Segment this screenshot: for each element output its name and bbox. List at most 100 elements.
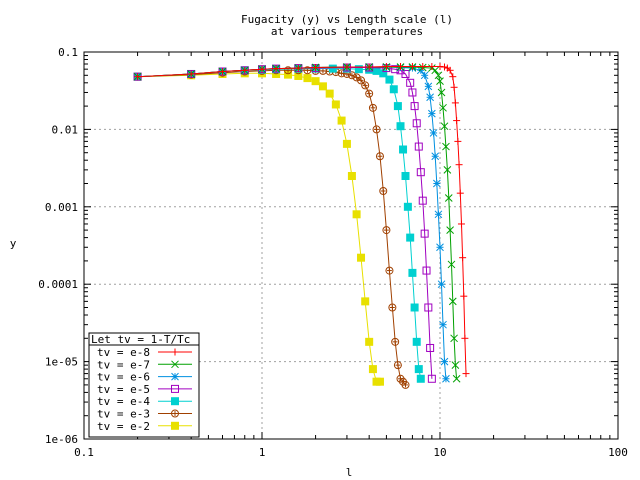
series-tv-e-8 — [134, 62, 470, 378]
data-point — [443, 166, 452, 174]
legend-label: tv = e-2 — [97, 420, 150, 433]
data-point — [391, 337, 400, 346]
data-point — [401, 69, 410, 78]
data-point — [357, 76, 366, 85]
data-point — [372, 66, 381, 75]
data-point — [457, 220, 465, 228]
data-point — [426, 93, 434, 102]
x-tick-label: 0.1 — [74, 446, 94, 459]
x-tick-label: 100 — [608, 446, 628, 459]
data-point — [357, 253, 366, 262]
data-point — [337, 116, 346, 125]
data-point — [439, 320, 447, 329]
legend-entry: tv = e-2 — [97, 420, 192, 433]
data-point — [410, 303, 419, 312]
data-point — [219, 67, 227, 75]
data-point — [431, 152, 440, 161]
data-point — [442, 374, 450, 383]
legend-entry: tv = e-8 — [97, 346, 192, 359]
data-point — [272, 65, 280, 73]
data-point — [361, 81, 370, 90]
y-tick-label: 0.01 — [52, 123, 79, 136]
data-point — [399, 145, 408, 154]
data-point — [419, 62, 427, 70]
data-point — [365, 89, 374, 98]
data-point — [446, 66, 454, 74]
data-point — [437, 280, 446, 289]
data-point — [303, 74, 312, 83]
data-point — [393, 361, 402, 370]
legend-marker — [171, 360, 179, 369]
legend-marker — [171, 409, 179, 418]
legend-entry: tv = e-3 — [97, 408, 192, 421]
data-point — [431, 66, 440, 75]
data-point — [312, 64, 320, 72]
y-axis-label: y — [10, 237, 17, 250]
legend-label: tv = e-4 — [97, 395, 150, 408]
data-point — [427, 374, 436, 383]
data-point — [408, 62, 416, 70]
legend: Let tv = 1-T/Tc tv = e-8tv = e-7tv = e-6… — [88, 332, 200, 438]
data-point — [393, 102, 402, 111]
data-point — [450, 83, 458, 91]
legend-label: tv = e-7 — [97, 358, 150, 371]
grid — [84, 52, 618, 439]
data-point — [432, 179, 441, 188]
data-point — [331, 100, 340, 109]
legend-marker — [171, 397, 179, 406]
series-line — [137, 66, 467, 374]
data-point — [389, 85, 398, 94]
y-tick-label: 0.1 — [58, 46, 78, 59]
data-point — [416, 168, 425, 177]
data-point — [342, 139, 351, 148]
y-tick-label: 0.001 — [45, 201, 78, 214]
data-point — [450, 334, 458, 343]
data-point — [448, 297, 457, 306]
data-point — [453, 117, 461, 125]
data-point — [410, 102, 419, 111]
data-point — [403, 202, 412, 211]
data-point — [294, 64, 302, 72]
data-point — [382, 62, 390, 70]
y-tick-label: 0.0001 — [38, 278, 78, 291]
data-point — [382, 226, 391, 235]
data-point — [434, 71, 443, 80]
data-point — [440, 357, 449, 366]
data-point — [416, 66, 425, 75]
axes: 0.1 1 10 100 0.1 0.01 0.001 0.0001 1e-05 1e-06 — [38, 46, 628, 459]
data-point — [462, 370, 470, 378]
plot-frame — [83, 51, 619, 440]
data-point — [414, 365, 423, 374]
data-point — [385, 75, 394, 84]
data-point — [442, 142, 450, 151]
data-point — [461, 334, 469, 342]
data-point — [325, 89, 334, 98]
data-point — [328, 64, 337, 73]
data-point — [420, 229, 429, 238]
data-point — [343, 63, 351, 71]
data-point — [439, 103, 447, 112]
data-point — [385, 266, 394, 275]
data-point — [368, 365, 377, 374]
legend-entry: tv = e-4 — [97, 395, 192, 408]
data-point — [396, 122, 405, 131]
data-point — [414, 142, 423, 151]
data-point — [241, 66, 249, 74]
data-point — [460, 292, 468, 300]
legend-label: tv = e-8 — [97, 346, 150, 359]
legend-marker — [171, 421, 179, 430]
data-point — [368, 103, 377, 112]
data-point — [455, 161, 463, 169]
y-tick-label: 1e-06 — [45, 433, 78, 446]
data-point — [365, 63, 373, 71]
legend-box — [88, 332, 200, 438]
chart-subtitle: at various temperatures — [271, 25, 423, 38]
data-point — [379, 187, 388, 196]
data-point — [388, 303, 397, 312]
data-point — [397, 62, 405, 70]
data-point — [428, 109, 436, 118]
data-point — [422, 266, 431, 275]
data-point — [352, 210, 361, 219]
x-tick-label: 1 — [259, 446, 266, 459]
